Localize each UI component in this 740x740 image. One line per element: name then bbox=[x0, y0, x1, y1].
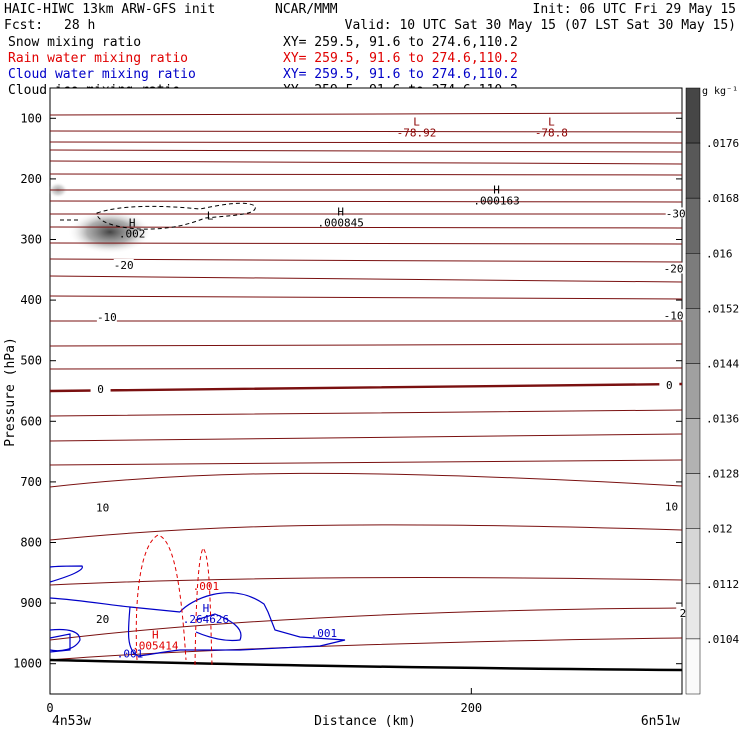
colorbar-label: .0168 bbox=[706, 192, 739, 205]
extremum-mark: H bbox=[337, 206, 344, 219]
isotherm-label: -30 bbox=[666, 207, 686, 220]
contour-label: L bbox=[207, 210, 214, 223]
isotherm-label-bg bbox=[663, 309, 684, 321]
y-tick-label: 200 bbox=[20, 172, 42, 186]
colorbar-segment bbox=[685, 638, 701, 695]
isotherm-label: 0 bbox=[97, 383, 104, 396]
isotherm-label: -20 bbox=[114, 259, 134, 272]
colorbar-segment bbox=[685, 197, 701, 254]
colorbar-label: .0136 bbox=[706, 413, 739, 426]
colorbar-label: .0144 bbox=[706, 357, 739, 370]
colorbar-label: .0104 bbox=[706, 633, 739, 646]
colorbar-segment bbox=[685, 308, 701, 364]
isotherm-label-bg bbox=[661, 500, 682, 512]
isotherm-label-bg bbox=[663, 262, 684, 274]
right-endpoint-label: 6n51w bbox=[641, 714, 680, 729]
colorbar-segment bbox=[685, 363, 701, 419]
extremum-value: .005414 bbox=[132, 640, 179, 653]
field-xy-snow: XY= 259.5, 91.6 to 274.6,110.2 bbox=[283, 35, 518, 50]
colorbar-segment bbox=[685, 528, 701, 585]
extremum-mark: L bbox=[548, 115, 555, 128]
colorbar-label: .0176 bbox=[706, 137, 739, 150]
colorbar-label: .0128 bbox=[706, 468, 739, 481]
isotherm-label: 20 bbox=[96, 613, 109, 626]
colorbar-label: .0152 bbox=[706, 302, 739, 315]
y-tick-label: 1000 bbox=[13, 657, 42, 671]
isotherm-label-bg bbox=[659, 378, 680, 390]
x-tick-label: 0 bbox=[46, 701, 53, 715]
x-axis-title: Distance (km) bbox=[314, 714, 416, 729]
field-name-cloud-water: Cloud water mixing ratio bbox=[8, 67, 196, 82]
contour-label: .001 bbox=[117, 648, 144, 661]
extremum-value: -78.92 bbox=[397, 126, 437, 139]
isotherm-label-bg bbox=[113, 258, 134, 270]
y-tick-label: 500 bbox=[20, 354, 42, 368]
colorbar-segment bbox=[685, 253, 701, 309]
isotherm-label: -10 bbox=[97, 311, 117, 324]
isotherm-label: -20 bbox=[664, 263, 684, 276]
extremum-value: .000163 bbox=[473, 194, 519, 207]
y-tick-label: 400 bbox=[20, 293, 42, 307]
extremum-mark: H bbox=[493, 183, 500, 196]
isotherm-label-bg bbox=[92, 612, 113, 624]
colorbar-label: .016 bbox=[706, 247, 733, 260]
extremum-mark: H bbox=[203, 602, 210, 615]
colorbar-label: .012 bbox=[706, 523, 733, 536]
isotherm-label: 10 bbox=[665, 501, 678, 514]
terrain-surface-line bbox=[49, 658, 683, 672]
fcst-label: Fcst: bbox=[4, 18, 43, 33]
contour-label: .001 bbox=[311, 627, 338, 640]
colorbar-label: .0112 bbox=[706, 578, 739, 591]
colorbar-segment bbox=[685, 87, 701, 144]
fcst-value: 28 h bbox=[64, 18, 95, 33]
extremum-value: .000845 bbox=[318, 217, 364, 230]
extremum-mark: H bbox=[129, 217, 136, 230]
extremum-value: .002 bbox=[119, 228, 146, 241]
extremum-value: -78.8 bbox=[535, 126, 568, 139]
colorbar-segment bbox=[685, 142, 701, 199]
field-xy-cloud-water: XY= 259.5, 91.6 to 274.6,110.2 bbox=[283, 67, 518, 82]
field-name-snow: Snow mixing ratio bbox=[8, 35, 141, 50]
isotherm-label-bg bbox=[90, 383, 111, 395]
snow-contour bbox=[96, 202, 256, 230]
y-axis-title: Pressure (hPa) bbox=[3, 337, 18, 447]
y-tick-label: 800 bbox=[20, 536, 42, 550]
colorbar: .0176 .0168 .016 .0152 .0144 .0136 .0128 .012 .0… bbox=[685, 87, 739, 695]
org-label: NCAR/MMM bbox=[275, 2, 338, 17]
colorbar-segment bbox=[685, 583, 701, 640]
colorbar-units: g kg⁻¹ bbox=[702, 86, 738, 97]
isotherm-label-bg bbox=[665, 207, 686, 219]
field-name-rain: Rain water mixing ratio bbox=[8, 51, 188, 66]
colorbar-segment bbox=[685, 418, 701, 474]
valid-time: Valid: 10 UTC Sat 30 May 15 (07 LST Sat … bbox=[345, 18, 736, 33]
left-endpoint-label: 4n53w bbox=[52, 714, 91, 729]
chart-title: HAIC-HIWC 13km ARW-GFS init bbox=[4, 2, 215, 17]
colorbar-segment bbox=[685, 473, 701, 529]
y-tick-label: 700 bbox=[20, 475, 42, 489]
cloud-water-contours bbox=[49, 565, 346, 657]
isotherm-label: 10 bbox=[96, 501, 109, 514]
rain-water-contours bbox=[135, 534, 213, 666]
isotherm-label-bg bbox=[92, 501, 113, 513]
y-tick-label: 100 bbox=[20, 111, 42, 125]
contour-label: .001 bbox=[193, 580, 220, 593]
extremum-mark: L bbox=[413, 115, 420, 128]
isotherm-label: 0 bbox=[666, 379, 673, 392]
x-tick-label: 200 bbox=[460, 701, 482, 715]
field-xy-rain: XY= 259.5, 91.6 to 274.6,110.2 bbox=[283, 51, 518, 66]
y-tick-label: 600 bbox=[20, 414, 42, 428]
isotherm-label: -10 bbox=[664, 309, 684, 322]
contour-labels: -30-20-20-10-100010102020L-78.92L-78.8H.… bbox=[90, 115, 697, 661]
init-time: Init: 06 UTC Fri 29 May 15 bbox=[533, 2, 737, 17]
y-tick-label: 900 bbox=[20, 596, 42, 610]
isotherm-label-bg bbox=[96, 311, 117, 323]
y-tick-label: 300 bbox=[20, 233, 42, 247]
extremum-value: .264626 bbox=[183, 613, 229, 626]
x-axis: 0 200 bbox=[46, 688, 482, 715]
extremum-mark: H bbox=[152, 629, 159, 642]
